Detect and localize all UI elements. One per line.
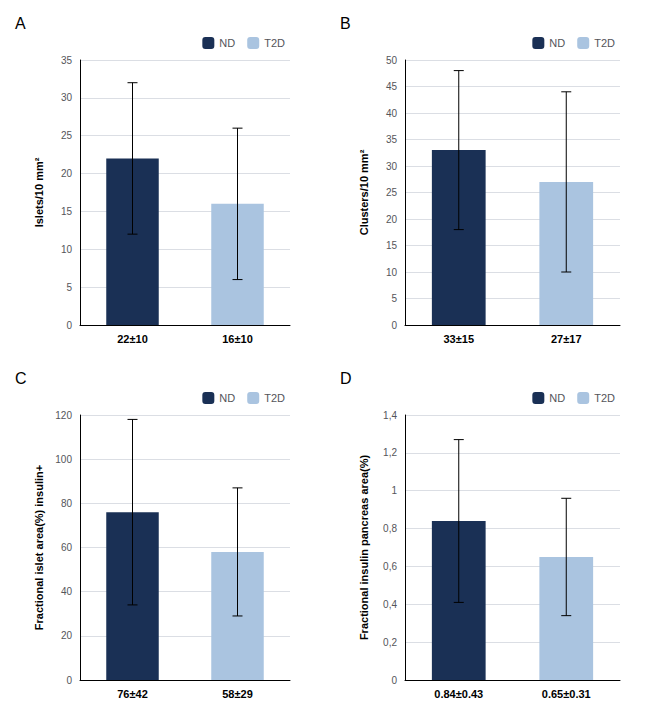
svg-text:10: 10 [61,244,73,255]
svg-text:0.65±0.31: 0.65±0.31 [542,688,591,700]
svg-text:1,2: 1,2 [383,447,397,458]
svg-text:0: 0 [391,320,397,331]
svg-text:16±10: 16±10 [222,333,253,345]
svg-text:20: 20 [61,168,73,179]
svg-text:40: 40 [61,586,73,597]
svg-text:Fractional islet area(%) insul: Fractional islet area(%) insulin+ [33,465,45,630]
svg-text:0,4: 0,4 [383,599,397,610]
svg-text:T2D: T2D [594,392,615,404]
svg-text:C: C [15,370,27,387]
svg-text:ND: ND [219,37,235,49]
svg-text:0: 0 [66,320,72,331]
svg-text:35: 35 [61,55,73,66]
svg-text:T2D: T2D [264,37,285,49]
svg-text:Fractional insulin pancreas ar: Fractional insulin pancreas area(%) [358,455,370,641]
svg-text:Islets/10 mm²: Islets/10 mm² [33,157,45,227]
svg-text:0: 0 [391,675,397,686]
svg-text:0: 0 [66,675,72,686]
svg-text:20: 20 [61,630,73,641]
svg-text:0,6: 0,6 [383,561,397,572]
svg-text:B: B [340,15,351,32]
svg-text:35: 35 [386,134,398,145]
svg-text:ND: ND [549,392,565,404]
svg-text:100: 100 [55,454,72,465]
svg-text:T2D: T2D [594,37,615,49]
svg-text:30: 30 [61,92,73,103]
svg-text:25: 25 [386,187,398,198]
svg-text:ND: ND [219,392,235,404]
svg-text:5: 5 [391,293,397,304]
svg-text:45: 45 [386,81,398,92]
svg-text:27±17: 27±17 [551,333,582,345]
svg-text:T2D: T2D [264,392,285,404]
svg-text:0,2: 0,2 [383,637,397,648]
svg-text:40: 40 [386,108,398,119]
svg-text:ND: ND [549,37,565,49]
svg-text:Clusters/10 mm²: Clusters/10 mm² [358,149,370,235]
svg-text:22±10: 22±10 [117,333,148,345]
svg-text:0.84±0.43: 0.84±0.43 [434,688,483,700]
svg-text:1: 1 [391,485,397,496]
svg-text:A: A [15,15,26,32]
svg-text:20: 20 [386,214,398,225]
svg-text:76±42: 76±42 [117,688,148,700]
svg-text:30: 30 [386,161,398,172]
svg-text:15: 15 [61,206,73,217]
svg-text:15: 15 [386,240,398,251]
svg-text:60: 60 [61,542,73,553]
svg-text:33±15: 33±15 [443,333,474,345]
svg-text:58±29: 58±29 [222,688,253,700]
svg-text:D: D [340,370,352,387]
svg-text:5: 5 [66,282,72,293]
svg-text:120: 120 [55,410,72,421]
svg-text:1,4: 1,4 [383,410,397,421]
svg-text:80: 80 [61,498,73,509]
svg-text:25: 25 [61,130,73,141]
svg-text:10: 10 [386,267,398,278]
svg-text:50: 50 [386,55,398,66]
svg-text:0,8: 0,8 [383,523,397,534]
